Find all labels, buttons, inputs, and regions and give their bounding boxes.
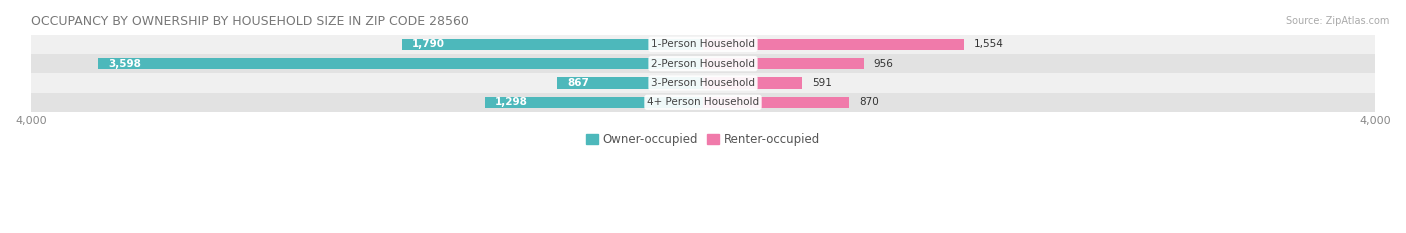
Text: 1-Person Household: 1-Person Household <box>651 39 755 49</box>
Text: Source: ZipAtlas.com: Source: ZipAtlas.com <box>1285 16 1389 26</box>
Legend: Owner-occupied, Renter-occupied: Owner-occupied, Renter-occupied <box>586 133 820 146</box>
Bar <box>703 39 965 50</box>
Text: 2-Person Household: 2-Person Household <box>651 59 755 69</box>
Bar <box>703 97 849 108</box>
Bar <box>31 73 1375 93</box>
Text: 867: 867 <box>568 78 589 88</box>
Text: 3-Person Household: 3-Person Household <box>651 78 755 88</box>
Bar <box>703 77 803 89</box>
Bar <box>703 58 863 69</box>
Text: 591: 591 <box>813 78 832 88</box>
Text: 1,790: 1,790 <box>412 39 446 49</box>
Text: 870: 870 <box>859 97 879 107</box>
Bar <box>31 35 1375 54</box>
Bar <box>31 54 1375 73</box>
Bar <box>485 97 703 108</box>
Bar <box>98 58 703 69</box>
Text: 956: 956 <box>873 59 894 69</box>
Text: 1,298: 1,298 <box>495 97 527 107</box>
Bar <box>31 93 1375 112</box>
Text: 1,554: 1,554 <box>974 39 1004 49</box>
Text: OCCUPANCY BY OWNERSHIP BY HOUSEHOLD SIZE IN ZIP CODE 28560: OCCUPANCY BY OWNERSHIP BY HOUSEHOLD SIZE… <box>31 15 468 28</box>
Text: 3,598: 3,598 <box>108 59 142 69</box>
Bar <box>557 77 703 89</box>
Bar <box>402 39 703 50</box>
Text: 4+ Person Household: 4+ Person Household <box>647 97 759 107</box>
